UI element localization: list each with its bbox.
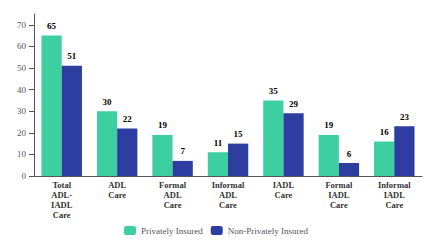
svg-text:Formal: Formal: [159, 180, 187, 190]
svg-text:Informal: Informal: [212, 180, 245, 190]
svg-text:6: 6: [347, 149, 352, 159]
svg-text:ADL: ADL: [219, 190, 237, 200]
svg-text:30: 30: [103, 97, 113, 107]
svg-text:Care: Care: [385, 200, 403, 210]
svg-text:Non-Privately Insured: Non-Privately Insured: [228, 226, 309, 236]
svg-text:11: 11: [214, 138, 223, 148]
svg-text:Care: Care: [164, 200, 182, 210]
svg-text:IADL: IADL: [384, 190, 406, 200]
svg-text:Informal: Informal: [378, 180, 411, 190]
svg-text:ADL: ADL: [108, 180, 126, 190]
svg-text:60: 60: [17, 41, 27, 51]
svg-text:Privately Insured: Privately Insured: [141, 226, 203, 236]
svg-text:ADL-: ADL-: [51, 190, 72, 200]
svg-text:Formal: Formal: [325, 180, 353, 190]
svg-text:Care: Care: [53, 210, 71, 220]
svg-text:Care: Care: [108, 190, 126, 200]
svg-text:15: 15: [234, 129, 244, 139]
svg-text:10: 10: [17, 149, 27, 159]
svg-text:Care: Care: [330, 200, 348, 210]
svg-text:Total: Total: [52, 180, 71, 190]
svg-text:23: 23: [400, 112, 410, 122]
svg-text:16: 16: [380, 127, 390, 137]
svg-text:19: 19: [324, 120, 334, 130]
svg-text:29: 29: [289, 99, 299, 109]
svg-text:0: 0: [22, 171, 27, 181]
svg-text:IADL: IADL: [328, 190, 350, 200]
svg-text:IADL: IADL: [51, 200, 73, 210]
svg-text:70: 70: [17, 20, 27, 30]
svg-text:50: 50: [17, 63, 27, 73]
svg-text:Care: Care: [275, 190, 293, 200]
svg-text:ADL: ADL: [164, 190, 182, 200]
svg-text:22: 22: [123, 114, 133, 124]
svg-text:Care: Care: [219, 200, 237, 210]
svg-text:7: 7: [180, 146, 185, 156]
svg-text:35: 35: [269, 86, 279, 96]
svg-text:30: 30: [17, 106, 27, 116]
svg-text:40: 40: [17, 85, 27, 95]
svg-text:51: 51: [67, 51, 77, 61]
svg-text:IADL: IADL: [273, 180, 295, 190]
svg-text:19: 19: [158, 120, 168, 130]
svg-text:20: 20: [17, 128, 27, 138]
svg-text:65: 65: [47, 21, 57, 31]
